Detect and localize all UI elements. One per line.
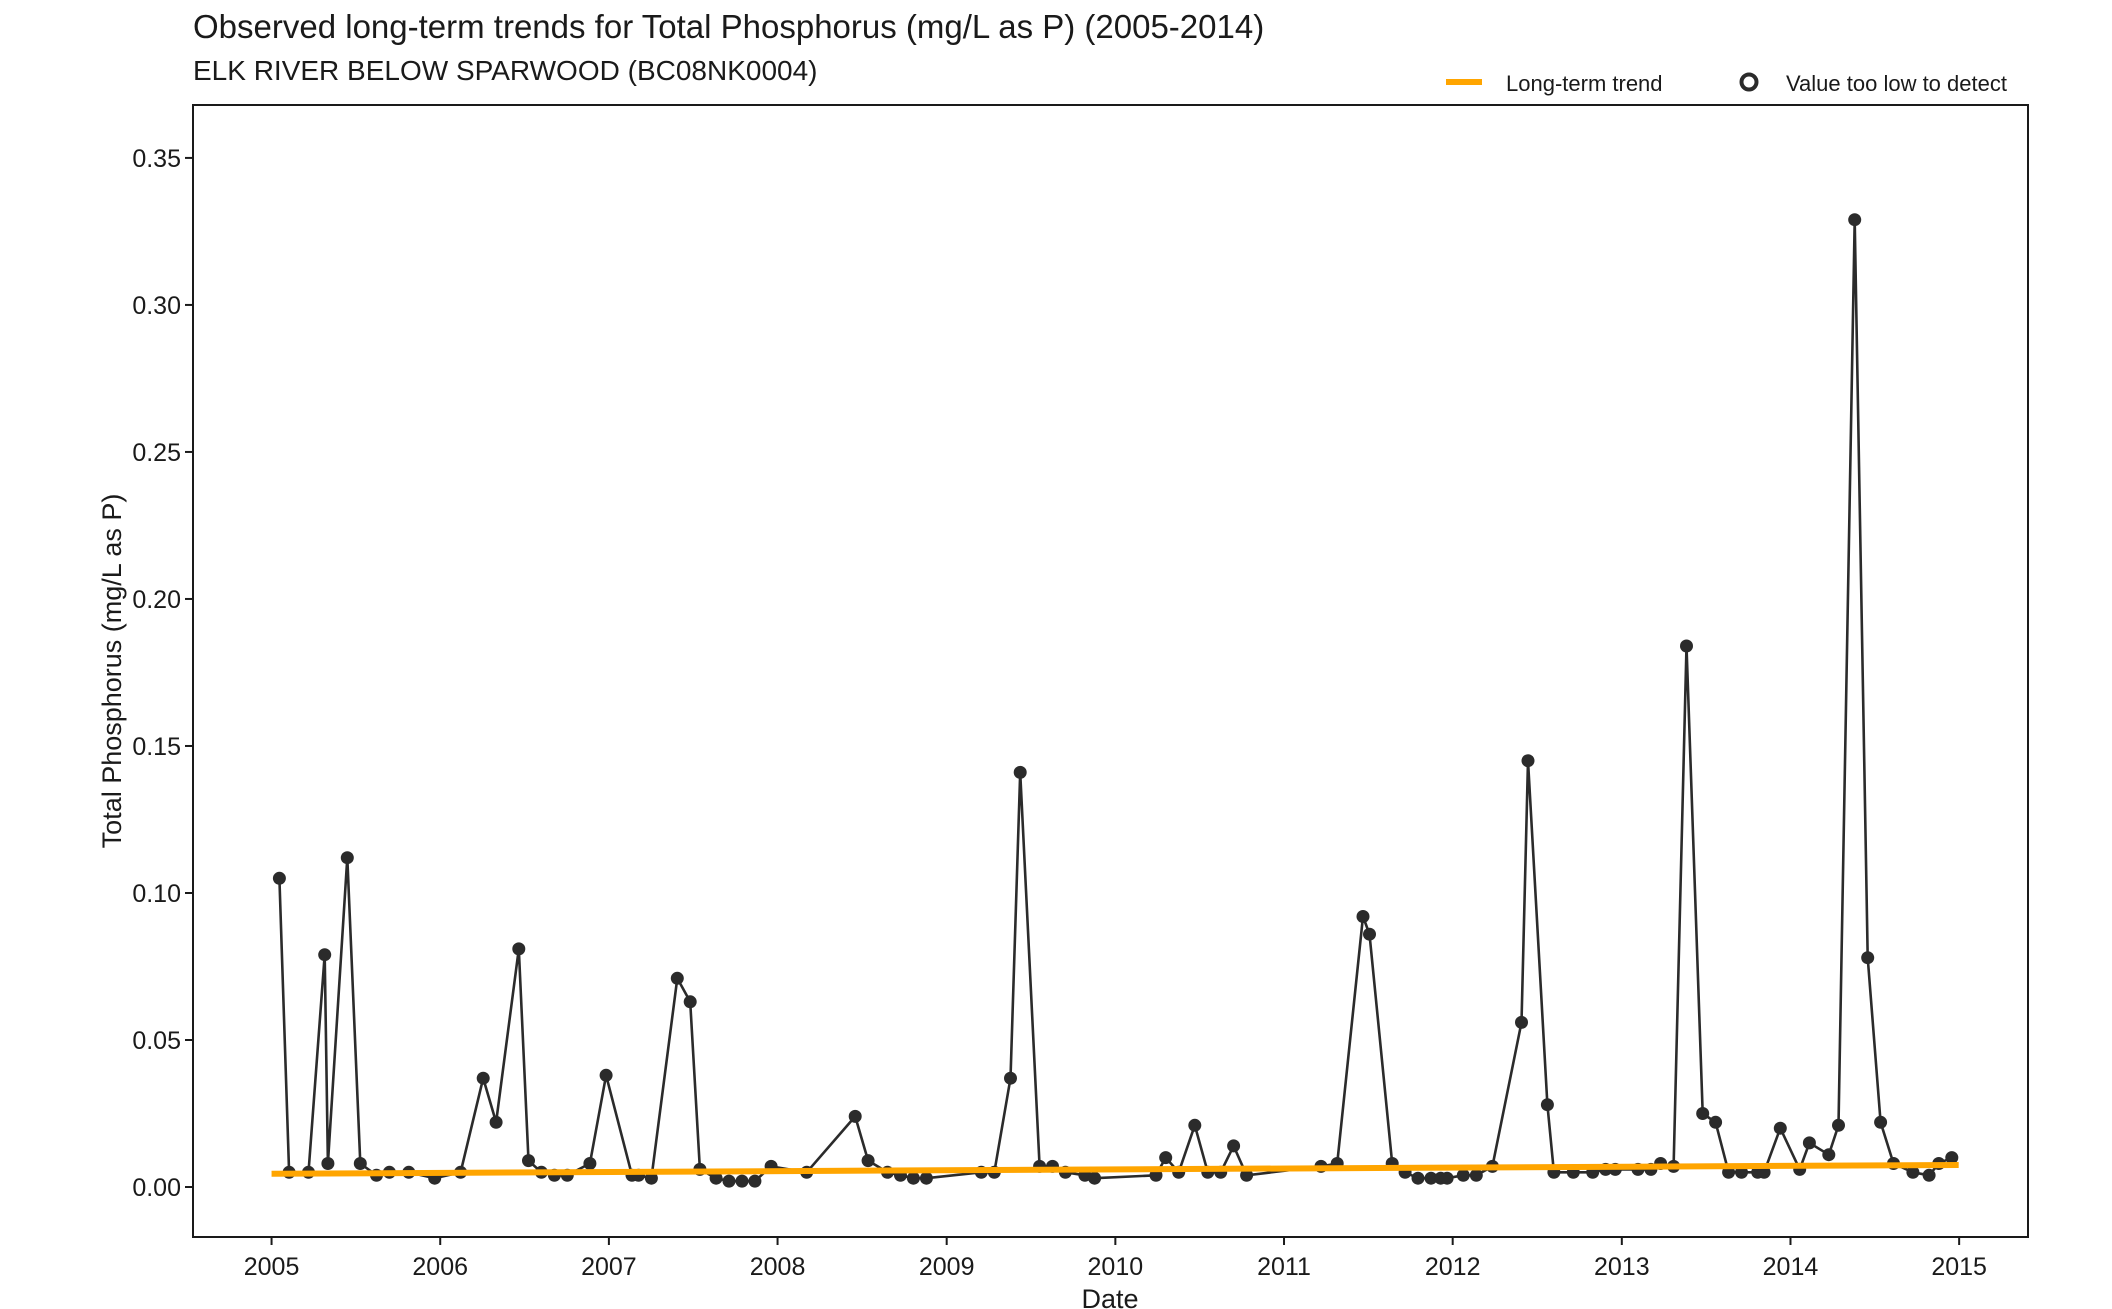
- data-point: [1356, 910, 1370, 923]
- data-point: [1411, 1171, 1425, 1185]
- y-tick-label: 0.20: [132, 586, 181, 614]
- legend: Long-term trend Value too low to detect: [1446, 71, 2007, 96]
- data-point: [1469, 1168, 1483, 1182]
- data-point: [1088, 1171, 1102, 1185]
- data-point: [1680, 639, 1693, 653]
- x-tick-label: 2005: [244, 1253, 300, 1281]
- data-point: [861, 1154, 875, 1168]
- y-tick-label: 0.15: [132, 733, 181, 761]
- x-tick-label: 2006: [412, 1253, 468, 1281]
- data-point: [1013, 765, 1027, 779]
- data-point: [1227, 1139, 1241, 1153]
- y-tick-label: 0.10: [132, 880, 181, 908]
- chart-title: Observed long-term trends for Total Phos…: [193, 8, 1265, 45]
- data-point: [1424, 1171, 1438, 1185]
- data-point: [1709, 1115, 1723, 1129]
- data-point: [1159, 1151, 1173, 1165]
- data-point: [748, 1174, 762, 1188]
- data-point: [670, 971, 684, 985]
- y-tick-label: 0.35: [132, 145, 181, 173]
- y-tick-label: 0.00: [132, 1174, 181, 1202]
- data-point: [1540, 1098, 1554, 1112]
- x-tick-label: 2014: [1763, 1253, 1819, 1281]
- chart-subtitle: ELK RIVER BELOW SPARWOOD (BC08NK0004): [193, 55, 818, 86]
- data-point: [476, 1071, 490, 1085]
- data-point: [1188, 1118, 1202, 1132]
- legend-trend-label: Long-term trend: [1506, 71, 1663, 96]
- data-point: [1757, 1165, 1771, 1179]
- x-tick-label: 2010: [1088, 1253, 1144, 1281]
- data-point: [1521, 754, 1535, 768]
- data-point: [353, 1157, 367, 1170]
- x-tick-label: 2015: [1931, 1253, 1987, 1281]
- data-point: [1456, 1168, 1470, 1182]
- x-tick-label: 2009: [919, 1253, 975, 1281]
- data-point: [1922, 1168, 1936, 1182]
- data-point: [1240, 1168, 1254, 1182]
- data-point: [1696, 1107, 1710, 1120]
- x-tick-label: 2013: [1594, 1253, 1650, 1281]
- trend-line: [271, 1161, 1959, 1177]
- data-point: [1906, 1165, 1920, 1179]
- data-point: [683, 995, 697, 1009]
- data-point: [599, 1068, 613, 1082]
- data-point: [1848, 213, 1862, 227]
- data-point: [1004, 1071, 1017, 1085]
- x-tick-label: 2007: [581, 1253, 637, 1281]
- data-point: [489, 1115, 503, 1129]
- data-point: [512, 942, 526, 956]
- x-tick-label: 2008: [750, 1253, 806, 1281]
- data-point: [321, 1157, 335, 1170]
- series-layer: [272, 213, 1959, 1188]
- data-point: [644, 1171, 658, 1185]
- y-tick-label: 0.05: [132, 1027, 181, 1055]
- data-point: [1832, 1118, 1845, 1132]
- x-tick-label: 2011: [1257, 1253, 1311, 1281]
- data-point: [722, 1174, 736, 1188]
- y-tick-label: 0.25: [132, 439, 181, 467]
- data-point: [522, 1154, 535, 1168]
- legend-censored-label: Value too low to detect: [1786, 71, 2007, 96]
- data-point: [1802, 1136, 1816, 1150]
- y-tick-label: 0.30: [132, 292, 181, 320]
- legend-censored-swatch: [1739, 72, 1759, 92]
- data-point: [1861, 951, 1875, 965]
- data-point: [735, 1174, 749, 1188]
- data-point: [1773, 1121, 1787, 1135]
- observed-series-line: [278, 218, 1953, 1183]
- data-point: [272, 871, 286, 885]
- data-point: [1363, 927, 1376, 941]
- data-point: [906, 1171, 920, 1185]
- x-axis-label: Date: [1081, 1284, 1138, 1309]
- y-axis-label: Total Phosphorus (mg/L as P): [97, 494, 127, 849]
- data-point: [340, 851, 354, 865]
- data-point: [1822, 1148, 1836, 1162]
- data-point: [1515, 1015, 1528, 1029]
- trend-layer: [271, 1161, 1959, 1177]
- axes: 2005 2006 2007 2008 2009 2010 2011 2012 2013 2014…: [132, 145, 1987, 1281]
- data-point: [318, 948, 332, 962]
- data-point: [848, 1109, 862, 1123]
- data-point: [1945, 1151, 1959, 1165]
- data-point: [1440, 1171, 1454, 1185]
- plot-panel-border: [192, 104, 2029, 1238]
- data-point: [709, 1171, 723, 1185]
- x-tick-label: 2012: [1425, 1253, 1481, 1281]
- data-point: [583, 1157, 597, 1170]
- data-point: [1874, 1115, 1888, 1129]
- data-point: [919, 1171, 933, 1185]
